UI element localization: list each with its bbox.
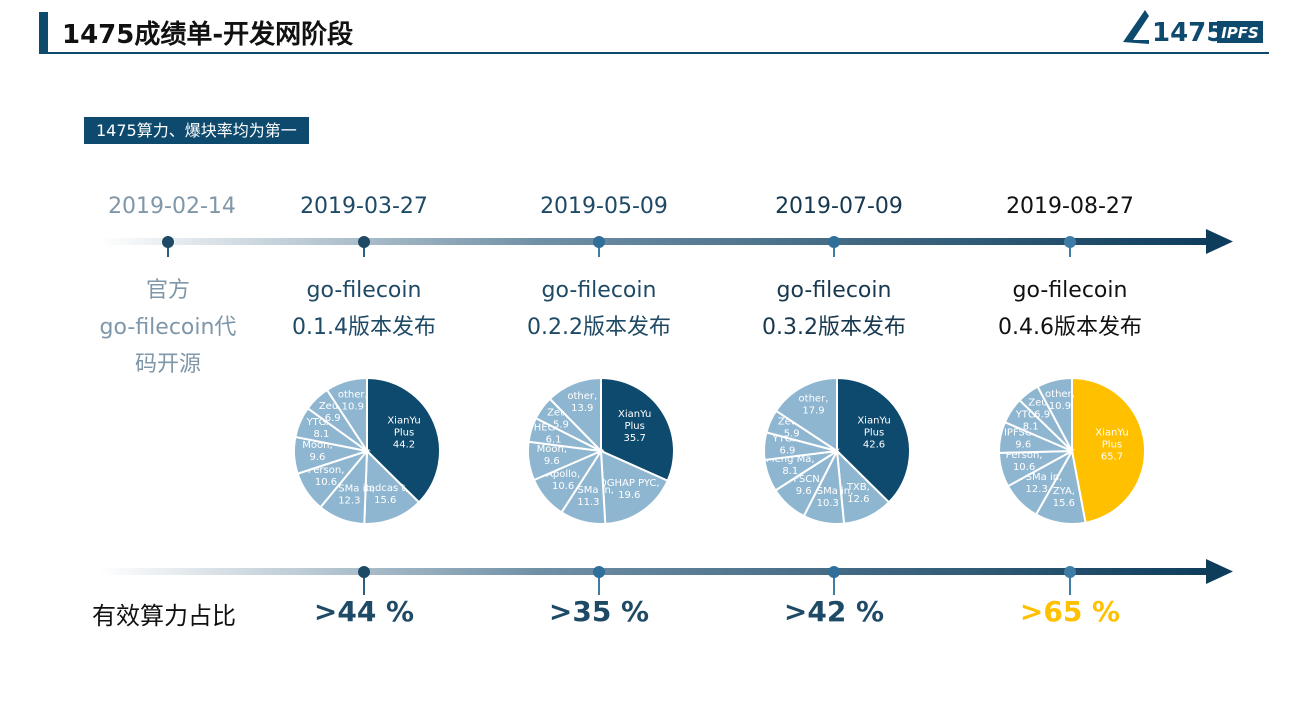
pie-label: IPFSMa in, 12.3 bbox=[324, 483, 375, 506]
milestone-date: 2019-02-14 bbox=[108, 194, 236, 219]
pie-label: Meng Ma, 8.1 bbox=[766, 454, 815, 477]
timeline-dot bbox=[162, 236, 174, 248]
milestone-line: go-filecoin bbox=[306, 278, 422, 303]
timeline-arrowhead-top bbox=[1206, 229, 1233, 254]
timeline-dot bbox=[593, 566, 605, 578]
pie-label: IPFSCN, 9.6 bbox=[1004, 428, 1043, 451]
pie-slice bbox=[599, 449, 669, 525]
pie-label: TXB, 12.6 bbox=[846, 482, 870, 505]
pie-slice bbox=[774, 376, 838, 453]
pie-label: other, 13.9 bbox=[567, 391, 597, 414]
pie-slice bbox=[366, 376, 441, 504]
milestone-date: 2019-05-09 bbox=[540, 194, 668, 219]
pie-slice bbox=[363, 448, 421, 525]
pie-label: XianYu Plus 42.6 bbox=[857, 416, 890, 451]
timeline-dot bbox=[593, 236, 605, 248]
pie-label: Zeus, 6.9 bbox=[319, 401, 347, 424]
section-subtitle: 1475算力、爆块率均为第一 bbox=[84, 117, 309, 144]
pie-label: QGHAP PYC, 19.6 bbox=[599, 478, 660, 501]
logo-text: 1475 bbox=[1152, 18, 1224, 48]
pie-label: YTGA, 8.1 bbox=[1015, 409, 1046, 432]
pie-label: Person, 10.6 bbox=[1006, 450, 1043, 473]
pie-slice bbox=[836, 376, 911, 504]
pie-slice bbox=[600, 376, 675, 483]
pie-label: IPFSMa in, 11.3 bbox=[563, 485, 614, 508]
timeline-dot bbox=[358, 236, 370, 248]
timeline-markers-top bbox=[162, 236, 1076, 257]
milestone-line: go-filecoin bbox=[776, 278, 892, 303]
milestone-line: go-filecoin代 bbox=[99, 315, 237, 340]
timeline-arrowhead-bottom bbox=[1206, 559, 1233, 584]
pie-label: other, 10.9 bbox=[1045, 389, 1075, 412]
pie-label: Apollo, 10.6 bbox=[546, 469, 580, 492]
milestone-date: 2019-03-27 bbox=[300, 194, 428, 219]
timeline-dot bbox=[358, 566, 370, 578]
pie-label: IPFSCN, 9.6 bbox=[784, 474, 823, 497]
title-divider bbox=[39, 52, 1269, 54]
pie-slice bbox=[548, 376, 602, 454]
milestone-line: 0.3.2版本发布 bbox=[762, 315, 906, 340]
logo-mark-icon bbox=[1123, 10, 1149, 44]
pie-label: IPFSMa in, 10.3 bbox=[802, 486, 853, 509]
pie-label: XianYu Plus 65.7 bbox=[1095, 427, 1128, 462]
milestone-date: 2019-08-27 bbox=[1006, 194, 1134, 219]
pie-label: IPFSMa in, 12.3 bbox=[1011, 472, 1062, 495]
pie-label: ZYA, 15.6 bbox=[1053, 486, 1075, 509]
share-percent: >44 % bbox=[313, 595, 415, 628]
pie-label: XianYu Plus 35.7 bbox=[618, 409, 651, 444]
milestone-description: go-filecoin 0.4.6版本发布 bbox=[985, 272, 1155, 346]
milestone-line: 码开源 bbox=[134, 352, 201, 377]
pie-label: Moon, 9.6 bbox=[302, 440, 332, 463]
logo-badge bbox=[1217, 21, 1263, 43]
pie-slice bbox=[1036, 376, 1073, 452]
share-percent: >65 % bbox=[1019, 595, 1121, 628]
timeline-arrow-top bbox=[98, 238, 1210, 245]
timeline-dot bbox=[1064, 566, 1076, 578]
timeline-dot bbox=[828, 236, 840, 248]
pie-label: YTGA, 6.9 bbox=[771, 434, 802, 457]
milestone-line: 0.2.2版本发布 bbox=[527, 315, 671, 340]
page-title: 1475成绩单-开发网阶段 bbox=[62, 20, 354, 50]
timeline-dot bbox=[1064, 236, 1076, 248]
pie-slice bbox=[1071, 376, 1146, 524]
title-accent-bar bbox=[39, 12, 48, 54]
milestone-description: go-filecoin 0.3.2版本发布 bbox=[749, 272, 919, 346]
pie-label: Moon, 9.6 bbox=[537, 444, 567, 467]
timeline-arrow-bottom bbox=[98, 568, 1210, 575]
share-percent: >35 % bbox=[548, 595, 650, 628]
milestone-line: go-filecoin bbox=[1012, 278, 1128, 303]
pie-label: YTGA, 8.1 bbox=[305, 417, 336, 440]
milestone-line: go-filecoin bbox=[541, 278, 657, 303]
pie-label: Zeus,5.9 bbox=[547, 408, 575, 431]
pie-label: other, 10.9 bbox=[338, 389, 368, 412]
pie-label: other, 17.9 bbox=[799, 393, 829, 416]
milestone-line: 0.4.6版本发布 bbox=[998, 315, 1142, 340]
milestone-line: 官方 bbox=[145, 278, 190, 303]
share-label: 有效算力占比 bbox=[92, 602, 236, 630]
timeline-markers-bottom bbox=[358, 566, 1076, 595]
pie-slice bbox=[325, 376, 368, 455]
milestone-date: 2019-07-09 bbox=[775, 194, 903, 219]
pie-label: Zeus, 6.9 bbox=[1028, 397, 1056, 420]
milestone-line: 0.1.4版本发布 bbox=[292, 315, 436, 340]
logo-badge-text: IPFS bbox=[1221, 24, 1259, 42]
timeline-dot bbox=[828, 566, 840, 578]
milestone-description: go-filecoin 0.2.2版本发布 bbox=[514, 272, 684, 346]
pie-label: XianYu Plus 44.2 bbox=[387, 416, 420, 451]
pie-label: Person, 10.6 bbox=[308, 465, 345, 488]
brand-logo: 1475 IPFS bbox=[1123, 10, 1263, 48]
milestone-description: 官方 go-filecoin代 码开源 bbox=[83, 272, 253, 383]
pie-label: Radcas t, 15.6 bbox=[362, 483, 408, 506]
milestone-description: go-filecoin 0.1.4版本发布 bbox=[279, 272, 449, 346]
share-percent: >42 % bbox=[783, 595, 885, 628]
